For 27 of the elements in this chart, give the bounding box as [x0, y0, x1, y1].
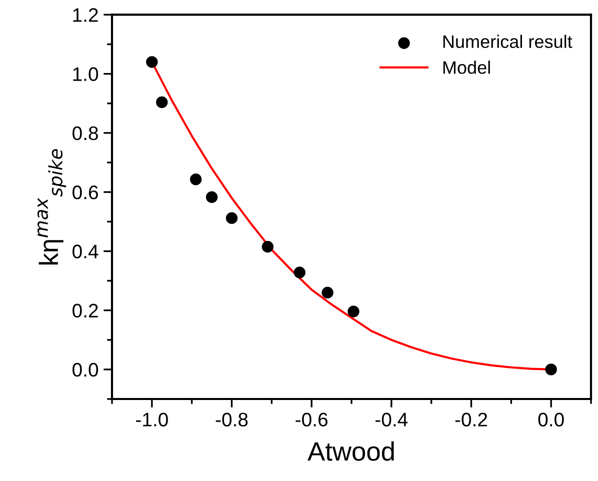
y-tick-label: 1.2	[73, 8, 98, 22]
point	[156, 96, 168, 108]
x-tick-label: -0.8	[216, 412, 248, 426]
point	[226, 212, 238, 224]
x-tick-label: -0.2	[455, 412, 488, 426]
x-tick-label: 0.0	[538, 412, 564, 426]
point	[545, 364, 557, 376]
x-tick-label: -0.6	[296, 412, 328, 426]
y-tick-label: 0.0	[72, 362, 98, 377]
x-axis-title: Atwood	[308, 441, 394, 461]
point	[190, 174, 202, 186]
legend-label: Model	[443, 60, 490, 74]
x-tick-label: -0.4	[376, 412, 408, 426]
y-axis-title: kη$^{max}$$_{spike}$	[37, 149, 66, 264]
y-tick-label: 0.4	[72, 244, 98, 258]
x-tick-label: -1.0	[136, 412, 168, 426]
y-tick-label: 0.6	[72, 186, 98, 200]
legend-label: Numerical result	[443, 34, 572, 48]
point	[206, 191, 218, 203]
point	[348, 306, 360, 318]
y-tick-label: 0.2	[72, 304, 98, 318]
point	[294, 266, 306, 278]
y-tick-label: 0.8	[72, 126, 98, 140]
point	[146, 56, 158, 68]
point	[262, 240, 274, 253]
point	[322, 286, 334, 298]
y-tick-label: 1.0	[73, 67, 98, 82]
